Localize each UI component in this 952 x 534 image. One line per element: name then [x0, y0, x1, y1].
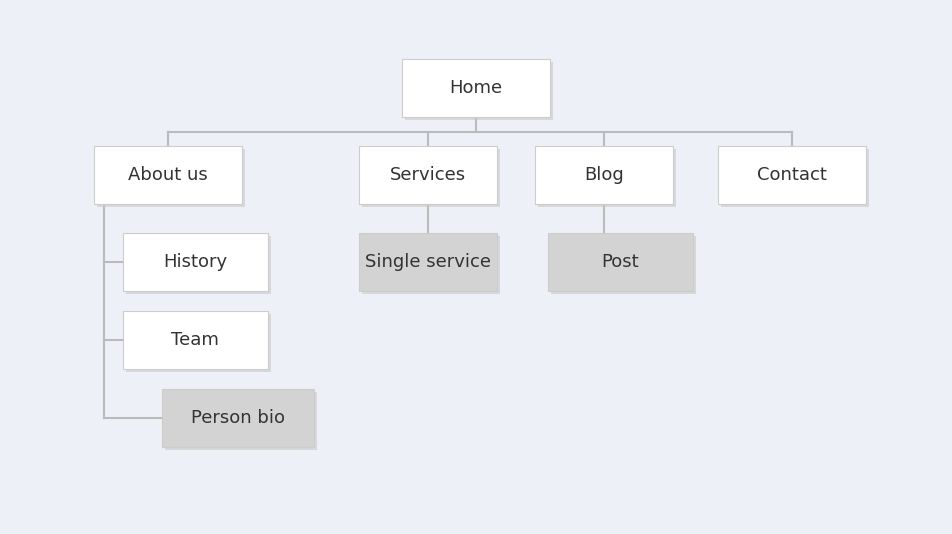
Text: Blog: Blog: [585, 166, 624, 184]
Text: Services: Services: [390, 166, 466, 184]
Text: Person bio: Person bio: [191, 409, 285, 427]
FancyBboxPatch shape: [718, 146, 866, 204]
FancyBboxPatch shape: [550, 236, 696, 294]
FancyBboxPatch shape: [535, 146, 673, 204]
FancyBboxPatch shape: [362, 149, 500, 207]
FancyBboxPatch shape: [126, 236, 270, 294]
FancyBboxPatch shape: [97, 149, 245, 207]
Text: Single service: Single service: [365, 253, 491, 271]
Text: Post: Post: [601, 253, 639, 271]
FancyBboxPatch shape: [94, 146, 242, 204]
FancyBboxPatch shape: [162, 389, 314, 447]
FancyBboxPatch shape: [359, 146, 497, 204]
FancyBboxPatch shape: [405, 62, 553, 120]
FancyBboxPatch shape: [547, 233, 692, 291]
FancyBboxPatch shape: [362, 236, 500, 294]
FancyBboxPatch shape: [165, 392, 317, 450]
Text: Team: Team: [171, 331, 219, 349]
FancyBboxPatch shape: [123, 311, 268, 369]
Text: History: History: [163, 253, 228, 271]
Text: About us: About us: [129, 166, 208, 184]
FancyBboxPatch shape: [123, 233, 268, 291]
FancyBboxPatch shape: [402, 59, 550, 117]
FancyBboxPatch shape: [538, 149, 676, 207]
FancyBboxPatch shape: [359, 233, 497, 291]
Text: Contact: Contact: [757, 166, 827, 184]
FancyBboxPatch shape: [126, 314, 270, 372]
Text: Home: Home: [449, 79, 503, 97]
FancyBboxPatch shape: [721, 149, 869, 207]
